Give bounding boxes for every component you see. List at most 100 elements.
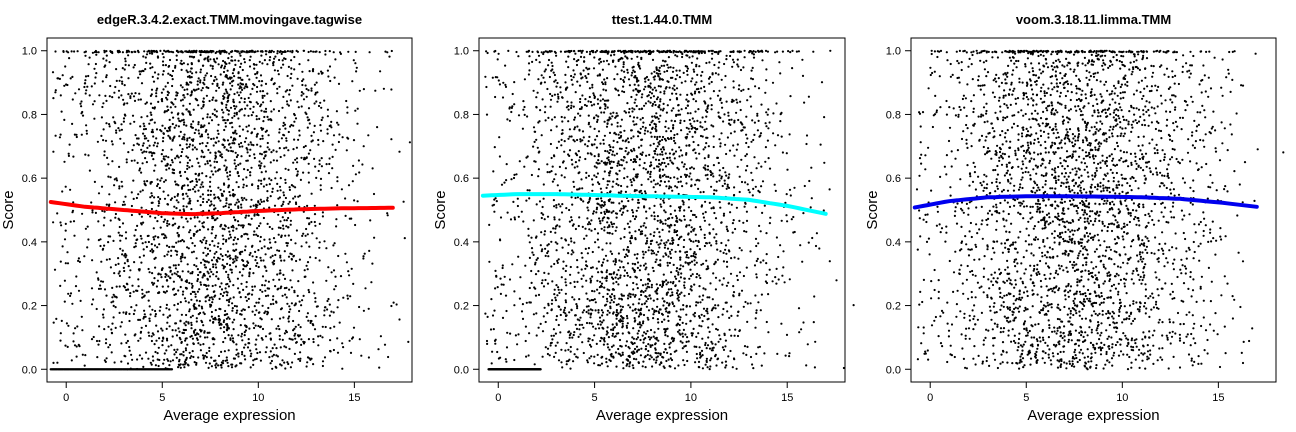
- data-point: [720, 78, 723, 81]
- data-point: [668, 346, 671, 349]
- data-point: [150, 50, 153, 53]
- data-point: [188, 159, 191, 162]
- data-point: [318, 163, 321, 166]
- data-point: [549, 142, 553, 146]
- data-point: [613, 271, 616, 274]
- data-point: [703, 233, 706, 236]
- data-point: [120, 76, 123, 79]
- data-point: [302, 171, 305, 174]
- data-point: [199, 81, 202, 84]
- data-point: [245, 198, 248, 201]
- data-point: [281, 50, 284, 54]
- data-point: [656, 49, 659, 52]
- data-point: [736, 50, 739, 53]
- data-point: [212, 320, 215, 324]
- data-point: [124, 63, 127, 66]
- data-point: [289, 223, 292, 226]
- data-point: [308, 223, 311, 226]
- data-point: [259, 105, 262, 108]
- data-point: [205, 356, 208, 359]
- data-point: [632, 147, 635, 150]
- data-point: [557, 286, 560, 289]
- data-point: [657, 85, 660, 88]
- data-point: [524, 339, 527, 343]
- data-point: [124, 231, 128, 234]
- data-point: [287, 202, 290, 205]
- data-point: [220, 350, 223, 353]
- data-point: [386, 214, 389, 217]
- data-point: [215, 89, 218, 92]
- data-point: [805, 134, 809, 137]
- data-point: [690, 230, 693, 233]
- data-point: [214, 170, 217, 173]
- data-point: [124, 60, 127, 63]
- data-point: [87, 238, 90, 241]
- data-point: [765, 262, 768, 265]
- data-point: [178, 135, 181, 138]
- data-point: [174, 98, 177, 101]
- data-point: [137, 318, 140, 321]
- data-point: [610, 345, 614, 348]
- data-point: [360, 354, 363, 357]
- data-point: [118, 311, 121, 314]
- data-point: [323, 99, 326, 102]
- data-point: [265, 53, 268, 56]
- data-point: [695, 301, 698, 304]
- data-point: [573, 128, 576, 131]
- data-point: [172, 172, 176, 175]
- data-point: [214, 196, 217, 199]
- data-point: [732, 219, 735, 222]
- data-point: [129, 292, 132, 295]
- data-point: [714, 72, 718, 75]
- data-point: [165, 307, 168, 310]
- data-point: [186, 343, 189, 346]
- data-point: [148, 52, 151, 55]
- data-point: [318, 246, 321, 249]
- data-point: [105, 76, 108, 79]
- data-point: [208, 275, 212, 278]
- data-point: [77, 343, 80, 346]
- data-point: [788, 355, 791, 358]
- data-point: [215, 266, 218, 269]
- data-point: [188, 231, 191, 234]
- data-point: [601, 98, 605, 101]
- data-point: [641, 365, 644, 368]
- data-point: [120, 128, 123, 131]
- data-point: [292, 124, 295, 127]
- data-point: [120, 94, 123, 97]
- data-point: [101, 105, 104, 109]
- data-point: [658, 104, 661, 107]
- data-point: [243, 61, 246, 64]
- data-point: [620, 213, 624, 216]
- data-point: [336, 306, 339, 309]
- data-point: [282, 133, 285, 136]
- data-point: [260, 179, 263, 182]
- data-point: [255, 101, 258, 104]
- data-point: [233, 236, 237, 239]
- data-point: [193, 185, 196, 189]
- data-point: [326, 128, 329, 131]
- data-point: [339, 275, 343, 278]
- data-point: [87, 74, 90, 78]
- data-point: [154, 235, 157, 238]
- data-point: [681, 161, 684, 164]
- data-point: [260, 247, 263, 250]
- data-point: [88, 94, 91, 97]
- data-point: [247, 124, 250, 127]
- data-point: [258, 80, 261, 83]
- data-point: [251, 310, 254, 313]
- data-point: [722, 212, 726, 215]
- data-point: [149, 196, 152, 199]
- data-point: [228, 190, 231, 194]
- data-point: [314, 165, 317, 168]
- data-point: [219, 73, 222, 76]
- data-point: [182, 205, 185, 208]
- data-point: [268, 51, 271, 54]
- data-point: [167, 50, 170, 53]
- data-point: [739, 108, 742, 112]
- data-point: [186, 75, 190, 78]
- data-point: [742, 274, 746, 278]
- data-point: [64, 262, 67, 265]
- data-point: [188, 143, 192, 146]
- data-point: [188, 351, 191, 354]
